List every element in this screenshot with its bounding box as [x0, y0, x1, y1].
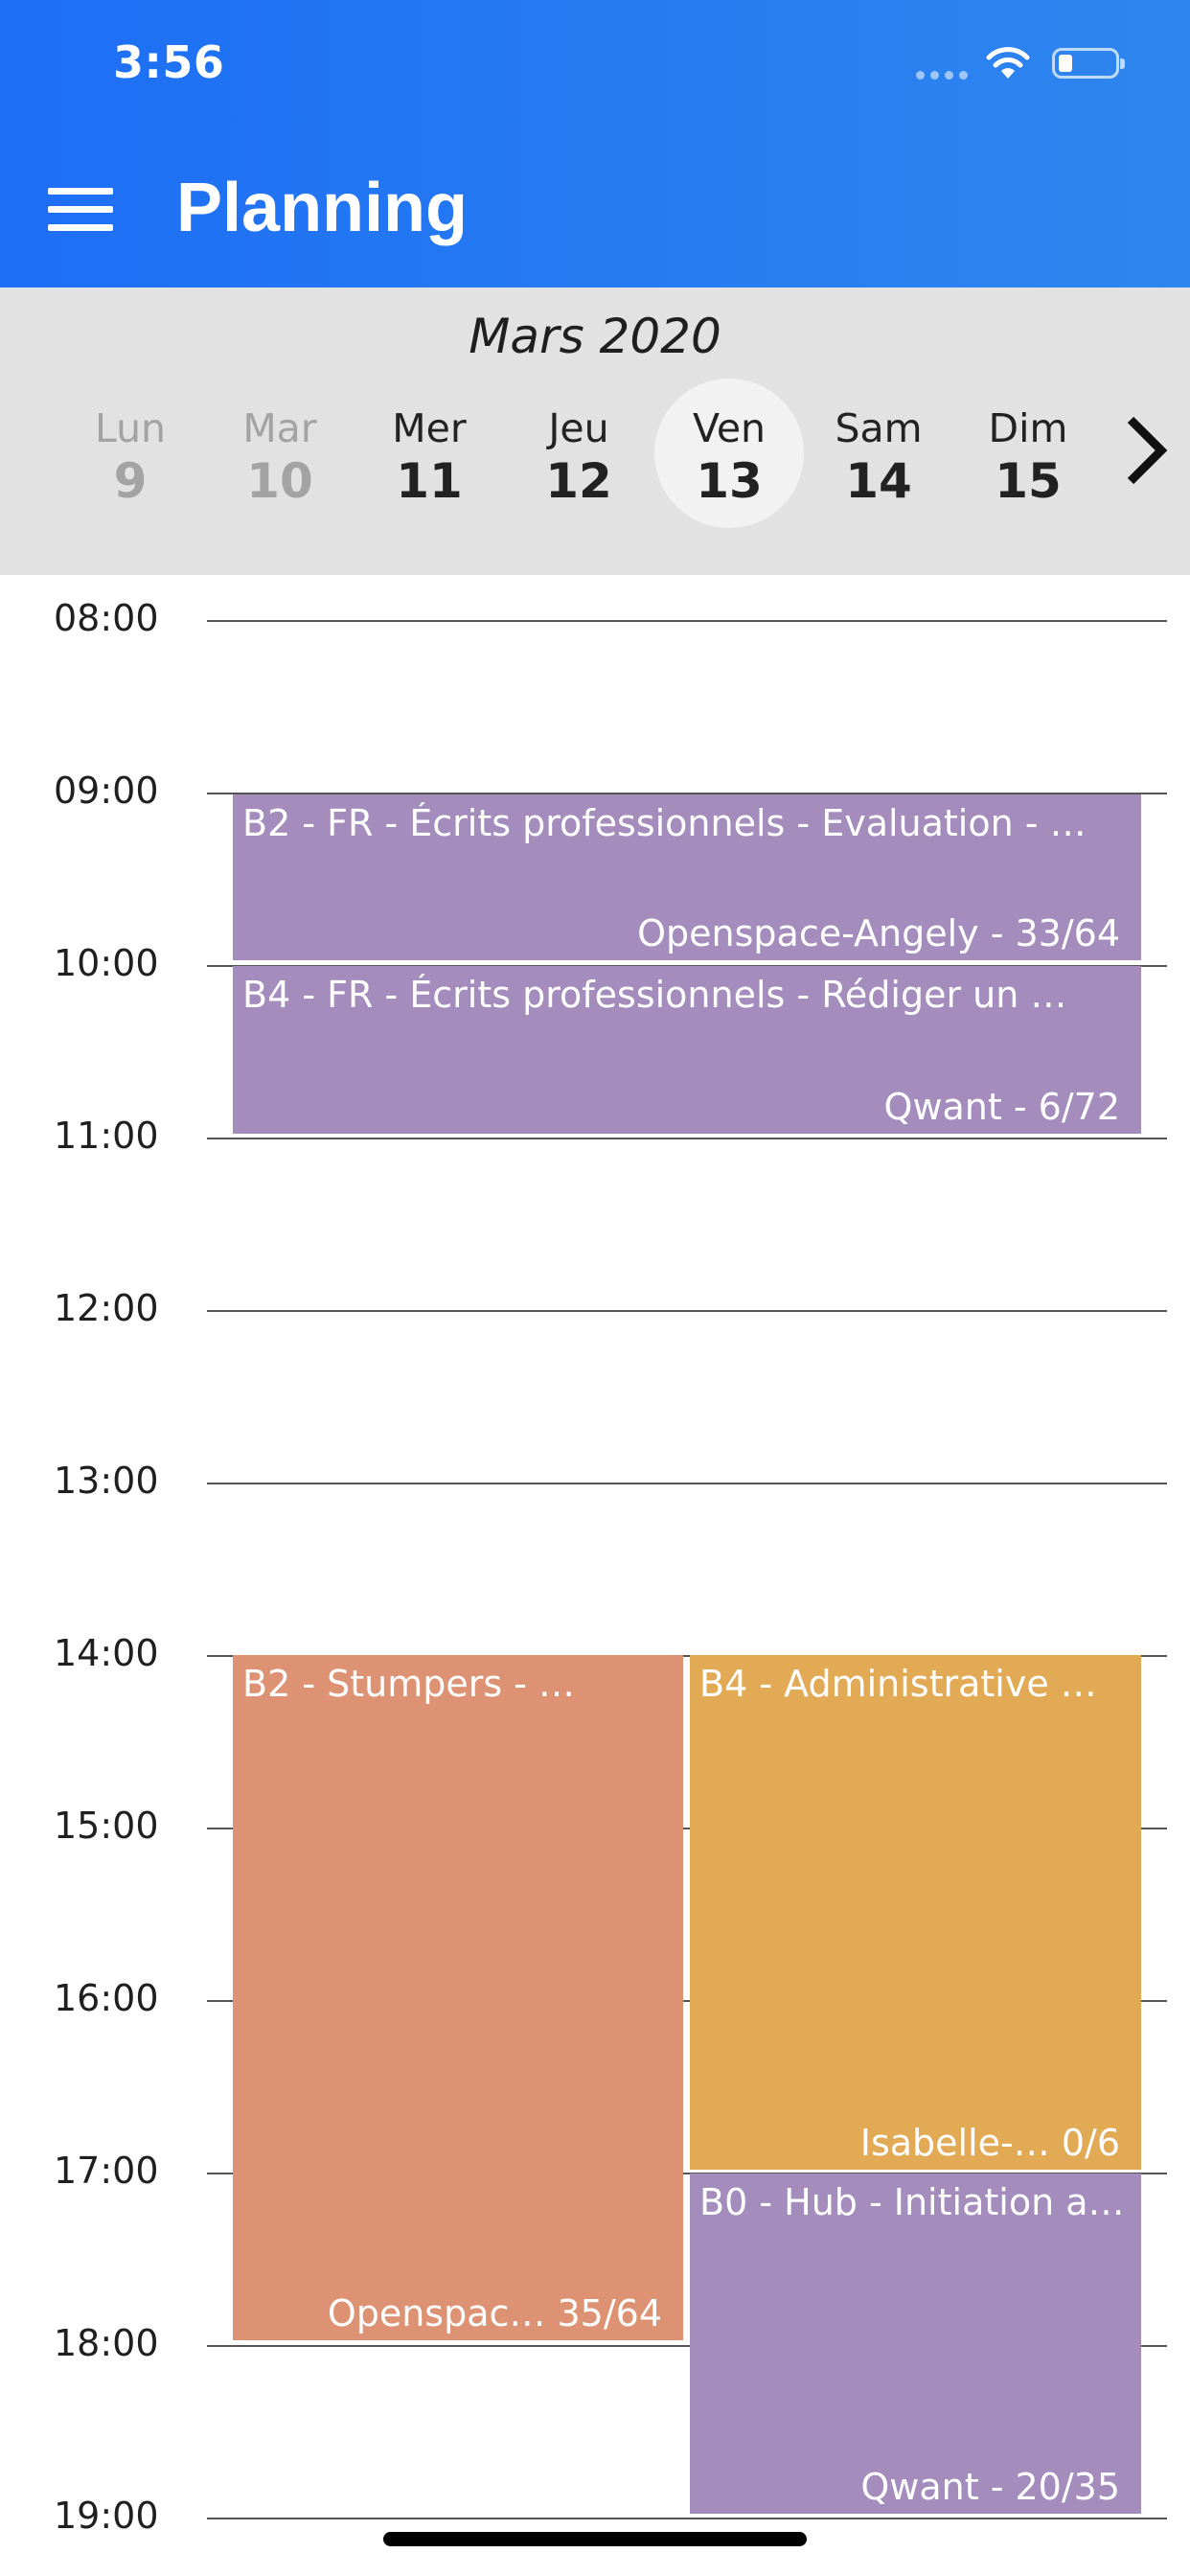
hour-label: 12:00 — [54, 1287, 159, 1329]
event-block[interactable]: B4 - Administrative … Isabelle-… 0/6 — [690, 1655, 1141, 2170]
home-indicator — [383, 2532, 807, 2546]
day-9[interactable]: Lun 9 — [56, 379, 205, 528]
hour-label: 14:00 — [54, 1632, 159, 1674]
day-name: Ven — [692, 405, 767, 451]
hour-gridline — [207, 1483, 1167, 1484]
cellular-signal-icon — [916, 71, 968, 80]
event-location-capacity: Qwant - 6/72 — [883, 1086, 1120, 1128]
hour-gridline — [207, 2518, 1167, 2519]
week-selector — [0, 288, 1190, 575]
hour-gridline — [207, 1138, 1167, 1139]
hour-gridline — [207, 1828, 1167, 1829]
hour-gridline — [207, 793, 1167, 794]
event-block[interactable]: B2 - Stumpers - … Openspac… 35/64 — [233, 1655, 683, 2340]
day-number: 14 — [845, 453, 912, 509]
chevron-right-icon[interactable] — [1117, 412, 1175, 489]
day-number: 12 — [545, 453, 612, 509]
hour-label: 18:00 — [54, 2322, 159, 2364]
event-location-capacity: Openspac… 35/64 — [327, 2292, 662, 2334]
day-number: 13 — [696, 453, 763, 509]
day-12[interactable]: Jeu 12 — [504, 379, 653, 528]
hour-label: 17:00 — [54, 2150, 159, 2192]
event-title: B2 - FR - Écrits professionnels - Evalua… — [242, 802, 1087, 844]
event-block[interactable]: B4 - FR - Écrits professionnels - Rédige… — [233, 966, 1141, 1134]
day-number: 10 — [246, 453, 313, 509]
hour-gridline — [207, 1310, 1167, 1312]
day-15[interactable]: Dim 15 — [953, 379, 1103, 528]
day-number: 9 — [113, 453, 148, 509]
day-10[interactable]: Mar 10 — [205, 379, 355, 528]
month-label: Mars 2020 — [469, 309, 721, 364]
app-bar: 3:56 Planning — [0, 0, 1190, 288]
event-location-capacity: Qwant - 20/35 — [860, 2466, 1120, 2508]
hour-gridline — [207, 2345, 1167, 2347]
event-block[interactable]: B0 - Hub - Initiation a… Qwant - 20/35 — [690, 2174, 1141, 2514]
hour-gridline — [207, 2000, 1167, 2002]
day-13[interactable]: Ven 13 — [654, 379, 804, 528]
hour-label: 11:00 — [54, 1115, 159, 1157]
day-name: Jeu — [548, 405, 609, 451]
day-name: Mar — [242, 405, 317, 451]
day-name: Mer — [392, 405, 467, 451]
hour-label: 16:00 — [54, 1977, 159, 2019]
day-number: 11 — [396, 453, 463, 509]
event-block[interactable]: B2 - FR - Écrits professionnels - Evalua… — [233, 794, 1141, 960]
hour-label: 19:00 — [54, 2495, 159, 2537]
event-location-capacity: Isabelle-… 0/6 — [859, 2122, 1120, 2164]
status-time: 3:56 — [113, 36, 225, 88]
event-title: B4 - FR - Écrits professionnels - Rédige… — [242, 974, 1067, 1016]
hamburger-menu-icon[interactable] — [48, 177, 130, 241]
hour-label: 10:00 — [54, 942, 159, 984]
wifi-icon — [986, 47, 1030, 79]
hour-label: 13:00 — [54, 1460, 159, 1502]
event-title: B0 - Hub - Initiation a… — [699, 2181, 1125, 2223]
event-location-capacity: Openspace-Angely - 33/64 — [637, 912, 1120, 954]
day-name: Lun — [94, 405, 167, 451]
day-14[interactable]: Sam 14 — [804, 379, 953, 528]
day-name: Sam — [835, 405, 923, 451]
day-11[interactable]: Mer 11 — [355, 379, 504, 528]
hour-gridline — [207, 1655, 1167, 1657]
battery-icon — [1052, 48, 1125, 79]
hour-gridline — [207, 2173, 1167, 2174]
hour-label: 15:00 — [54, 1805, 159, 1847]
day-name: Dim — [988, 405, 1068, 451]
event-title: B2 - Stumpers - … — [242, 1663, 576, 1705]
hour-gridline — [207, 620, 1167, 622]
hour-label: 08:00 — [54, 597, 159, 639]
event-title: B4 - Administrative … — [699, 1663, 1097, 1705]
page-title: Planning — [176, 170, 468, 246]
hour-label: 09:00 — [54, 770, 159, 812]
day-number: 15 — [995, 453, 1062, 509]
